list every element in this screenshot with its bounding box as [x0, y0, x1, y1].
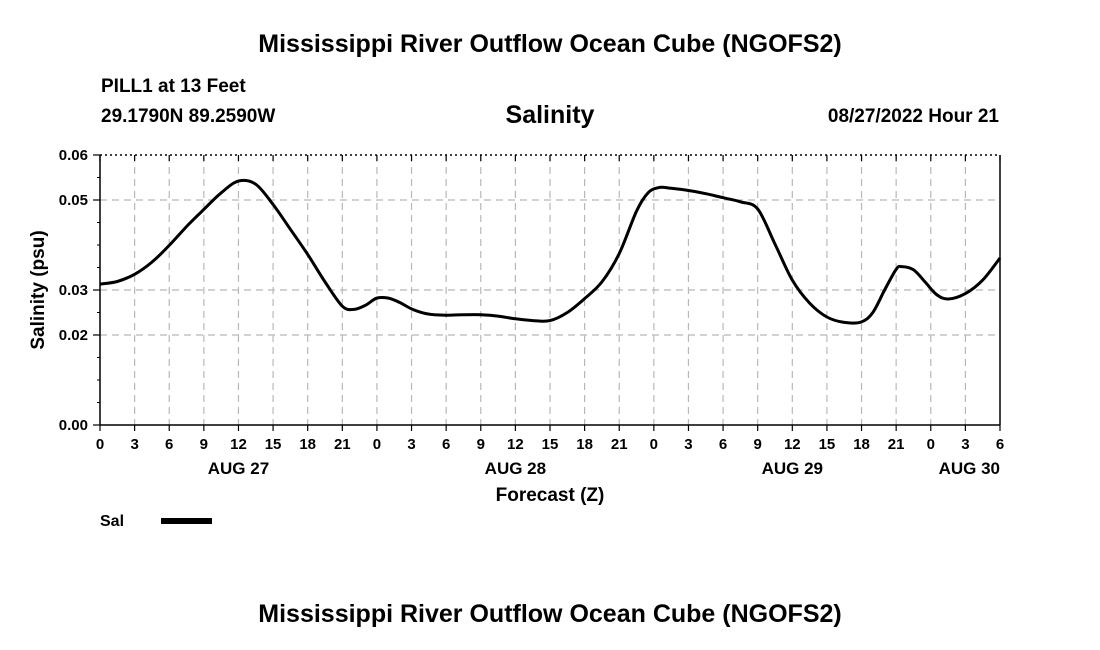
station-coordinates: 29.1790N 89.2590W: [101, 106, 276, 127]
chart-title-top: Mississippi River Outflow Ocean Cube (NG…: [258, 30, 842, 58]
x-tick-label: 6: [996, 436, 1004, 453]
x-tick-label: 6: [719, 436, 727, 453]
x-tick-label: 3: [407, 436, 415, 453]
x-tick-label: 0: [373, 436, 381, 453]
date-label: AUG 27: [208, 459, 269, 478]
station-label: PILL1 at 13 Feet: [101, 76, 246, 97]
x-tick-label: 15: [819, 436, 836, 453]
x-tick-label: 0: [96, 436, 104, 453]
x-tick-label: 18: [853, 436, 870, 453]
x-tick-label: 15: [542, 436, 559, 453]
y-tick-label: 0.06: [59, 147, 88, 164]
x-tick-label: 9: [754, 436, 762, 453]
chart-title-bottom: Mississippi River Outflow Ocean Cube (NG…: [258, 600, 842, 628]
y-tick-label: 0.05: [59, 192, 88, 209]
x-tick-label: 21: [334, 436, 351, 453]
y-tick-label: 0.00: [59, 417, 88, 434]
x-tick-label: 15: [265, 436, 282, 453]
salinity-chart: 0 3 6 9 12 15 18 21 0 3 6 9 12 15 18 21 0 3 6 9 12 15 18 21 0 3 6 0…: [28, 147, 1004, 530]
x-tick-label: 18: [576, 436, 593, 453]
x-tick-label: 9: [200, 436, 208, 453]
x-tick-label: 3: [961, 436, 969, 453]
y-axis-title: Salinity (psu): [28, 230, 49, 349]
forecast-timestamp: 08/27/2022 Hour 21: [827, 106, 999, 127]
x-tick-label: 3: [130, 436, 138, 453]
x-tick-label: 12: [784, 436, 801, 453]
x-tick-label: 6: [442, 436, 450, 453]
series-line-sal: [99, 178, 1002, 325]
legend-label: Sal: [100, 513, 124, 530]
x-tick-label: 21: [888, 436, 905, 453]
y-tick-label: 0.02: [59, 327, 88, 344]
parameter-title: Salinity: [505, 101, 595, 129]
x-tick-label: 12: [507, 436, 524, 453]
x-tick-label: 21: [611, 436, 628, 453]
x-tick-label: 0: [927, 436, 935, 453]
date-label: AUG 28: [485, 459, 546, 478]
x-tick-label: 0: [650, 436, 658, 453]
x-tick-label: 12: [230, 436, 247, 453]
x-tick-label: 18: [299, 436, 316, 453]
date-label: AUG 30: [939, 459, 1000, 478]
date-label: AUG 29: [762, 459, 823, 478]
y-tick-label: 0.03: [59, 282, 88, 299]
x-tick-label: 9: [477, 436, 485, 453]
x-tick-label: 3: [684, 436, 692, 453]
x-tick-label: 6: [165, 436, 173, 453]
x-axis-title: Forecast (Z): [496, 485, 605, 506]
